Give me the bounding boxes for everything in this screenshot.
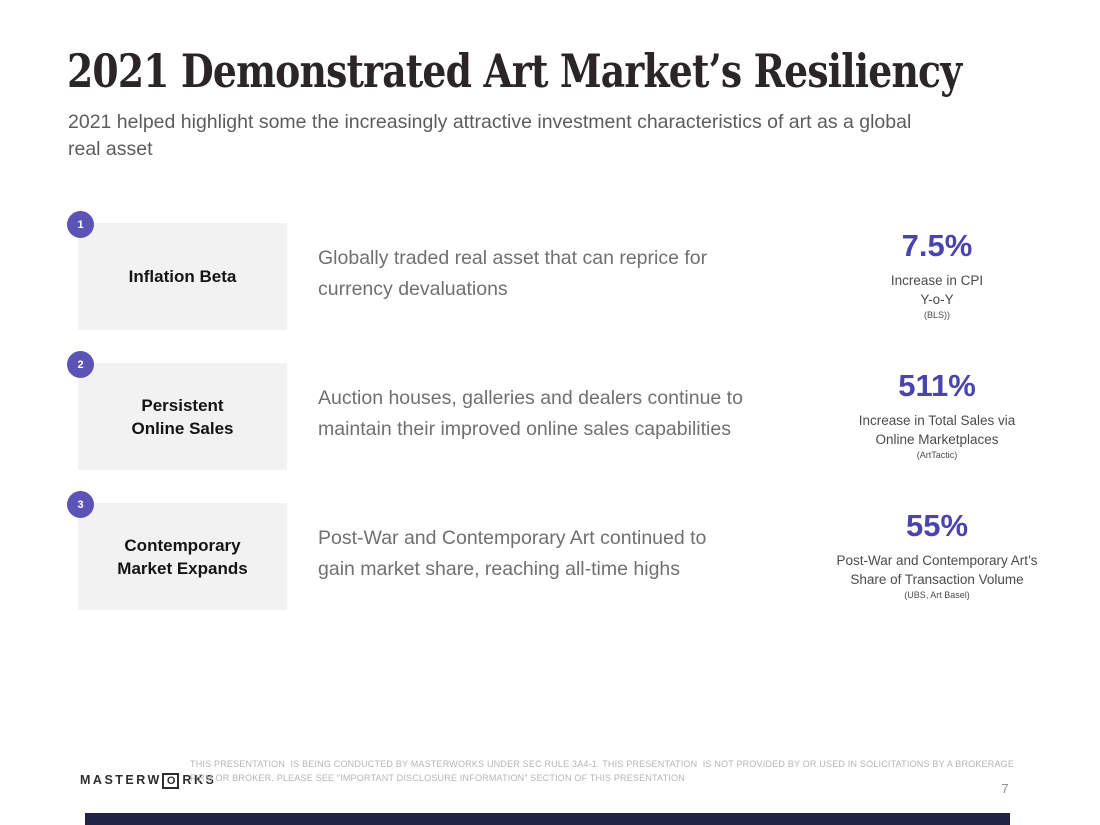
bottom-bar (85, 813, 1010, 825)
subtitle-line: real asset (68, 138, 153, 160)
logo-text-prefix: MASTERW (80, 773, 162, 787)
stat-caption-line: Increase in Total Sales via (858, 413, 1016, 428)
disclaimer-line: FIRM OR BROKER. PLEASE SEE “IMPORTANT DI… (190, 773, 685, 783)
logo-boxed-o-icon: O (161, 773, 180, 789)
stat-caption-line: Online Marketplaces (875, 431, 999, 447)
stat-caption: Increase in Total Sales via Online Marke… (787, 412, 1087, 449)
stat-caption: Post-War and Contemporary Art’s Share of… (787, 552, 1087, 589)
description-line: Post-War and Contemporary Art continued … (318, 527, 707, 549)
disclaimer-text: THIS PRESENTATION IS BEING CONDUCTED BY … (190, 757, 1085, 785)
description-line: maintain their improved online sales cap… (318, 418, 731, 440)
feature-label-line: Online Sales (131, 418, 234, 438)
masterworks-logo: MASTERW O RKS (80, 773, 216, 789)
feature-row-inflation-beta: 1 Inflation Beta Globally traded real as… (0, 211, 1100, 341)
page-title: 2021 Demonstrated Art Market’s Resilienc… (67, 44, 962, 98)
stat-value: 55% (905, 508, 969, 543)
stat-block: 55% Post-War and Contemporary Art’s Shar… (787, 508, 1087, 601)
page-number: 7 (1001, 781, 1009, 796)
stat-caption-line: Share of Transaction Volume (850, 571, 1024, 587)
feature-description: Auction houses, galleries and dealers co… (318, 383, 798, 445)
stat-source: (BLS)) (923, 310, 950, 320)
page-subtitle: 2021 helped highlight some the increasin… (68, 109, 1068, 163)
number-badge: 1 (67, 211, 94, 238)
stat-caption-line: Post-War and Contemporary Art’s (836, 553, 1038, 568)
feature-row-persistent-online-sales: 2 Persistent Online Sales Auction houses… (0, 351, 1100, 481)
stat-value: 511% (898, 368, 976, 403)
stat-block: 7.5% Increase in CPI Y-o-Y (BLS)) (787, 228, 1087, 321)
feature-label-box: Persistent Online Sales (78, 363, 287, 470)
logo-text-suffix: RKS (182, 773, 217, 787)
disclaimer-line: THIS PRESENTATION IS BEING CONDUCTED BY … (190, 759, 1015, 769)
description-line: gain market share, reaching all-time hig… (318, 558, 681, 580)
stat-source: (UBS, Art Basel) (904, 590, 970, 600)
stat-caption-line: Increase in CPI (890, 273, 984, 288)
stat-block: 511% Increase in Total Sales via Online … (787, 368, 1087, 461)
stat-source: (ArtTactic) (916, 450, 958, 460)
description-line: Auction houses, galleries and dealers co… (318, 387, 743, 409)
number-badge: 2 (67, 351, 94, 378)
stat-caption-line: Y-o-Y (920, 291, 954, 307)
feature-description: Post-War and Contemporary Art continued … (318, 523, 798, 585)
description-line: Globally traded real asset that can repr… (318, 247, 708, 269)
feature-row-contemporary-market-expands: 3 Contemporary Market Expands Post-War a… (0, 491, 1100, 621)
feature-label-line: Inflation Beta (128, 267, 237, 286)
feature-label-box: Inflation Beta (78, 223, 287, 330)
feature-label-line: Contemporary (124, 535, 241, 555)
feature-label-line: Market Expands (117, 558, 248, 578)
feature-label-line: Persistent (141, 395, 224, 415)
subtitle-line: 2021 helped highlight some the increasin… (68, 111, 912, 133)
description-line: currency devaluations (318, 278, 508, 300)
feature-label-box: Contemporary Market Expands (78, 503, 287, 610)
stat-value: 7.5% (901, 228, 973, 263)
stat-caption: Increase in CPI Y-o-Y (787, 272, 1087, 309)
number-badge: 3 (67, 491, 94, 518)
feature-description: Globally traded real asset that can repr… (318, 243, 798, 305)
